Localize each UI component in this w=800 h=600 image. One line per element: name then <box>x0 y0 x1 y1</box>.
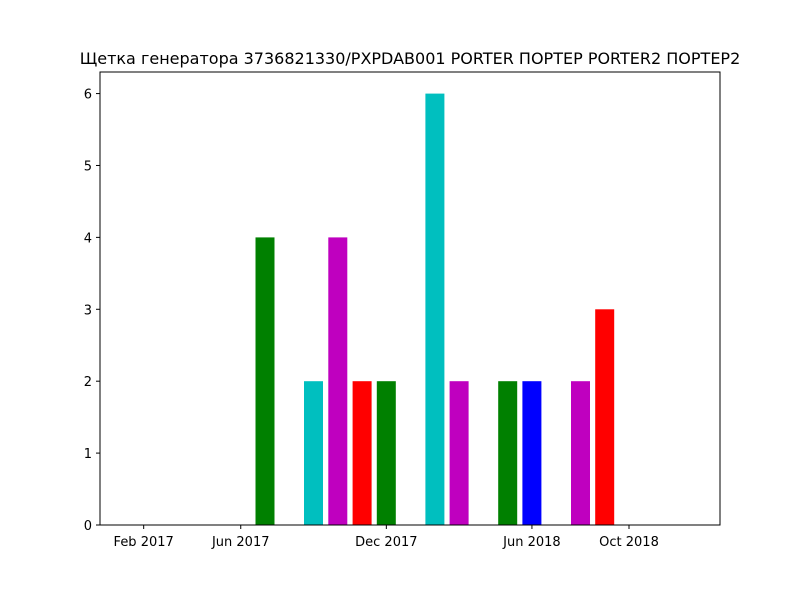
bar-2018-03 <box>449 381 469 525</box>
y-tick-label: 0 <box>84 519 92 534</box>
bar-2017-12 <box>376 381 396 525</box>
x-tick-label: Oct 2018 <box>599 535 659 550</box>
bar-2017-10 <box>328 237 348 525</box>
bar-2018-02 <box>425 93 445 525</box>
y-tick-label: 2 <box>84 375 92 390</box>
y-tick-label: 3 <box>84 303 92 318</box>
bar-2017-09 <box>304 381 323 525</box>
y-tick-label: 5 <box>84 159 92 174</box>
x-tick-label: Jun 2018 <box>502 535 561 550</box>
y-tick-label: 1 <box>84 447 92 462</box>
x-tick-label: Feb 2017 <box>114 535 174 550</box>
bar-2018-05 <box>498 381 518 525</box>
x-tick-label: Dec 2017 <box>355 535 417 550</box>
y-tick-label: 4 <box>84 231 92 246</box>
bar-2017-11 <box>352 381 372 525</box>
bars-layer <box>255 93 615 525</box>
x-axis: Feb 2017 Jun 2017 Dec 2017 Jun 2018 Oct 2018 <box>114 525 659 550</box>
x-tick-label: Jun 2017 <box>211 535 270 550</box>
chart-title: Щетка генератора 3736821330/PXPDAB001 PO… <box>80 49 741 68</box>
bar-2018-08 <box>571 381 590 525</box>
bar-2018-09 <box>595 309 615 525</box>
y-tick-label: 6 <box>84 88 92 103</box>
plot-frame <box>99 71 721 526</box>
bar-2017-07 <box>255 237 275 525</box>
y-axis: 0 1 2 3 4 5 6 <box>84 88 100 534</box>
bar-2018-06 <box>522 381 542 525</box>
